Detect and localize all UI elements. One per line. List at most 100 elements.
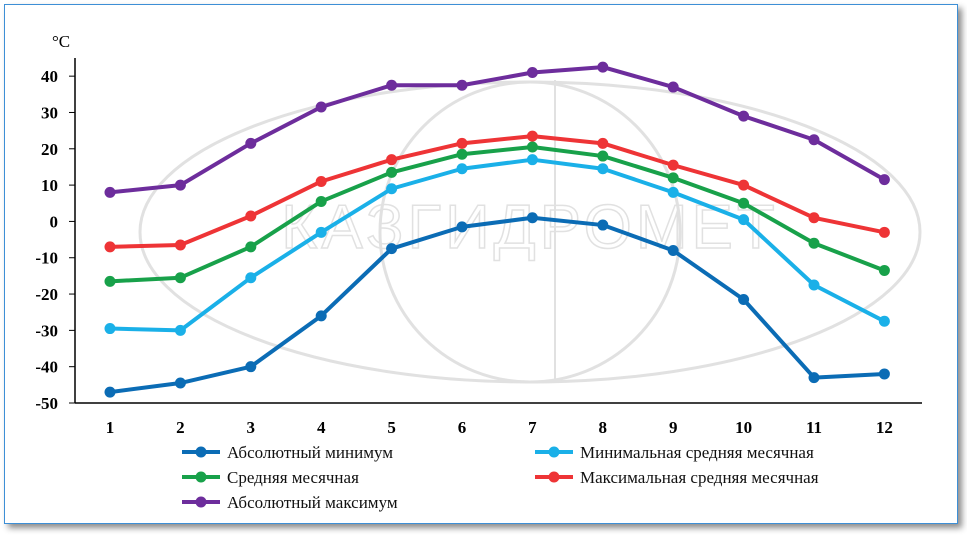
data-point <box>104 241 116 253</box>
data-point <box>386 154 398 166</box>
data-point <box>174 272 186 284</box>
legend-label: Средняя месячная <box>227 468 359 487</box>
data-point <box>456 221 468 233</box>
data-point <box>808 212 820 224</box>
data-point <box>104 186 116 198</box>
data-point <box>456 148 468 160</box>
watermark-meridian <box>378 80 682 384</box>
data-point <box>667 244 679 256</box>
data-point <box>386 183 398 195</box>
series-line <box>108 157 887 333</box>
data-point <box>526 141 538 153</box>
data-point <box>667 81 679 93</box>
data-point <box>808 279 820 291</box>
legend-label: Абсолютный минимум <box>227 443 393 462</box>
y-tick-label: 20 <box>41 140 58 159</box>
x-tick-label: 1 <box>106 418 115 437</box>
data-point <box>104 275 116 287</box>
data-point <box>667 159 679 171</box>
data-point <box>174 179 186 191</box>
data-point <box>738 197 750 209</box>
data-point <box>526 212 538 224</box>
x-tick-label: 6 <box>458 418 467 437</box>
x-tick-label: 7 <box>528 418 537 437</box>
data-point <box>878 368 890 380</box>
legend-swatch-marker <box>195 446 207 458</box>
data-point <box>104 323 116 335</box>
watermark-text: КАЗГИДРОМЕТ <box>281 193 778 262</box>
x-tick-label: 11 <box>806 418 822 437</box>
data-point <box>808 237 820 249</box>
x-tick-label: 3 <box>247 418 256 437</box>
data-point <box>808 134 820 146</box>
data-point <box>245 241 257 253</box>
legend-label: Минимальная средняя месячная <box>580 443 814 462</box>
y-tick-label: 0 <box>50 212 59 231</box>
data-point <box>386 79 398 91</box>
legend-swatch-marker <box>195 496 207 508</box>
data-point <box>738 214 750 226</box>
data-point <box>526 67 538 79</box>
data-point <box>315 195 327 207</box>
data-point <box>174 324 186 336</box>
data-point <box>878 226 890 238</box>
data-point <box>245 210 257 222</box>
data-point <box>386 243 398 255</box>
data-point <box>386 166 398 178</box>
y-tick-label: -20 <box>35 285 58 304</box>
data-point <box>526 130 538 142</box>
data-point <box>597 150 609 162</box>
x-tick-label: 4 <box>317 418 326 437</box>
legend-swatch-marker <box>548 471 560 483</box>
x-tick-label: 10 <box>735 418 752 437</box>
data-point <box>667 186 679 198</box>
y-tick-label: -50 <box>35 394 58 413</box>
data-point <box>315 175 327 187</box>
y-tick-label: 40 <box>41 67 58 86</box>
x-tick-label: 8 <box>599 418 608 437</box>
data-point <box>597 163 609 175</box>
data-point <box>597 137 609 149</box>
legend-swatch-marker <box>548 446 560 458</box>
data-point <box>808 372 820 384</box>
data-point <box>315 310 327 322</box>
data-point <box>315 226 327 238</box>
x-tick-label: 12 <box>876 418 893 437</box>
data-point <box>878 264 890 276</box>
data-point <box>245 361 257 373</box>
series-line <box>108 65 887 195</box>
data-point <box>878 315 890 327</box>
x-tick-label: 2 <box>176 418 185 437</box>
data-point <box>456 79 468 91</box>
data-point <box>526 154 538 166</box>
watermark: КАЗГИДРОМЕТ <box>138 80 922 384</box>
y-unit-label: °C <box>52 32 70 51</box>
data-point <box>456 163 468 175</box>
series-line <box>108 144 887 284</box>
legend-swatch-marker <box>195 471 207 483</box>
data-point <box>738 110 750 122</box>
series-line <box>108 215 887 395</box>
x-tick-label: 9 <box>669 418 678 437</box>
legend-label: Абсолютный максимум <box>227 493 398 512</box>
data-point <box>597 61 609 73</box>
data-point <box>174 239 186 251</box>
legend-label: Максимальная средняя месячная <box>580 468 819 487</box>
data-point <box>245 272 257 284</box>
y-tick-label: 30 <box>41 103 58 122</box>
data-point <box>174 377 186 389</box>
x-tick-label: 5 <box>387 418 396 437</box>
data-point <box>738 294 750 305</box>
y-tick-label: -40 <box>35 358 58 377</box>
data-point <box>878 174 890 186</box>
data-point <box>104 386 116 398</box>
series-line <box>108 134 887 249</box>
data-point <box>315 101 327 113</box>
data-point <box>738 179 750 191</box>
y-tick-label: -30 <box>35 321 58 340</box>
y-tick-label: 10 <box>41 176 58 195</box>
data-point <box>597 219 609 231</box>
y-tick-label: -10 <box>35 249 58 268</box>
data-point <box>456 137 468 149</box>
